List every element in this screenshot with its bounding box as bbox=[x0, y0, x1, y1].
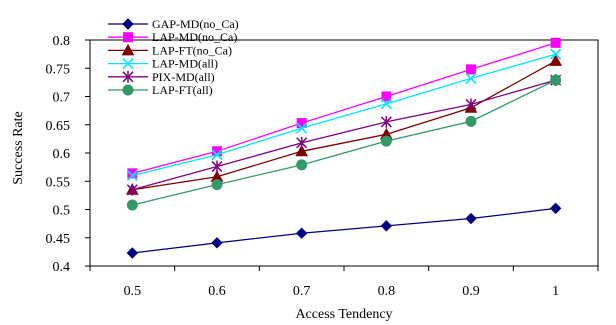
data-point bbox=[211, 149, 223, 161]
x-tick-label: 0.8 bbox=[378, 284, 396, 299]
data-point bbox=[126, 247, 139, 259]
y-axis: 0.4 0.45 0.5 0.55 0.6 0.65 0.7 0.75 0.8 bbox=[46, 34, 90, 275]
series-line bbox=[132, 79, 556, 191]
y-tick-label: 0.65 bbox=[46, 119, 71, 134]
data-point bbox=[380, 220, 393, 232]
legend-label: GAP-MD(no_Ca) bbox=[152, 17, 239, 31]
data-point bbox=[465, 72, 477, 84]
data-point bbox=[380, 135, 392, 147]
data-point bbox=[549, 54, 563, 66]
data-point bbox=[296, 122, 308, 134]
data-point bbox=[126, 183, 138, 196]
data-point bbox=[380, 98, 392, 110]
legend-item: LAP-FT(all) bbox=[108, 83, 213, 97]
x-axis-title: Access Tendency bbox=[295, 307, 392, 322]
x-tick-label: 0.7 bbox=[293, 284, 311, 299]
legend-label: LAP-MD(no_Ca) bbox=[152, 30, 237, 44]
legend-label: LAP-FT(all) bbox=[152, 83, 213, 97]
x-axis: 0.5 0.6 0.7 0.8 0.9 1 bbox=[89, 266, 599, 299]
legend-item: PIX-MD(all) bbox=[108, 70, 215, 84]
legend-label: LAP-MD(all) bbox=[152, 57, 218, 71]
x-tick-label: 0.5 bbox=[124, 284, 142, 299]
legend: GAP-MD(no_Ca)LAP-MD(no_Ca)LAP-FT(no_Ca)L… bbox=[108, 17, 239, 97]
x-tick-label: 1 bbox=[552, 284, 559, 299]
data-point bbox=[466, 64, 476, 75]
data-point bbox=[295, 227, 308, 239]
series-layer bbox=[125, 37, 563, 259]
y-tick-label: 0.7 bbox=[53, 91, 71, 106]
data-point bbox=[381, 91, 392, 102]
data-point bbox=[296, 159, 308, 171]
data-point bbox=[465, 115, 477, 127]
data-point bbox=[296, 136, 308, 149]
data-point bbox=[380, 115, 392, 128]
legend-swatch-marker bbox=[122, 58, 134, 70]
series-0 bbox=[126, 202, 562, 259]
y-tick-label: 0.45 bbox=[46, 232, 71, 247]
y-tick-label: 0.6 bbox=[53, 147, 71, 162]
legend-label: PIX-MD(all) bbox=[152, 70, 215, 84]
y-tick-label: 0.8 bbox=[53, 34, 71, 49]
data-point bbox=[127, 168, 138, 179]
series-3 bbox=[126, 48, 562, 182]
legend-item: GAP-MD(no_Ca) bbox=[108, 17, 239, 31]
data-point bbox=[296, 118, 307, 129]
legend-item: LAP-FT(no_Ca) bbox=[108, 43, 232, 57]
legend-swatch-marker bbox=[122, 70, 134, 83]
series-line bbox=[132, 42, 556, 174]
y-axis-title: Success Rate bbox=[11, 111, 26, 184]
data-point bbox=[550, 74, 562, 86]
data-point bbox=[211, 237, 223, 249]
data-point bbox=[465, 98, 477, 111]
data-point bbox=[550, 37, 561, 48]
x-tick-label: 0.9 bbox=[462, 284, 480, 299]
y-tick-label: 0.4 bbox=[53, 260, 71, 275]
legend-swatch-marker bbox=[122, 84, 134, 96]
y-tick-label: 0.55 bbox=[46, 175, 71, 190]
legend-item: LAP-MD(no_Ca) bbox=[108, 30, 237, 44]
series-5 bbox=[126, 74, 562, 211]
legend-swatch-marker bbox=[123, 32, 133, 43]
y-tick-label: 0.5 bbox=[53, 204, 71, 219]
legend-item: LAP-MD(all) bbox=[108, 57, 218, 71]
x-tick-label: 0.6 bbox=[208, 284, 226, 299]
series-line bbox=[132, 53, 556, 177]
y-tick-label: 0.75 bbox=[46, 62, 71, 77]
data-point bbox=[126, 170, 138, 182]
data-point bbox=[550, 48, 562, 60]
data-point bbox=[126, 199, 138, 211]
data-point bbox=[211, 179, 223, 191]
legend-label: LAP-FT(no_Ca) bbox=[152, 43, 232, 57]
data-point bbox=[549, 202, 562, 215]
data-point bbox=[211, 160, 223, 173]
series-line bbox=[132, 207, 556, 254]
data-point bbox=[295, 144, 309, 157]
data-point bbox=[465, 212, 477, 225]
legend-swatch-marker bbox=[122, 18, 134, 30]
legend-swatch-marker bbox=[121, 43, 135, 56]
series-line bbox=[132, 79, 556, 206]
